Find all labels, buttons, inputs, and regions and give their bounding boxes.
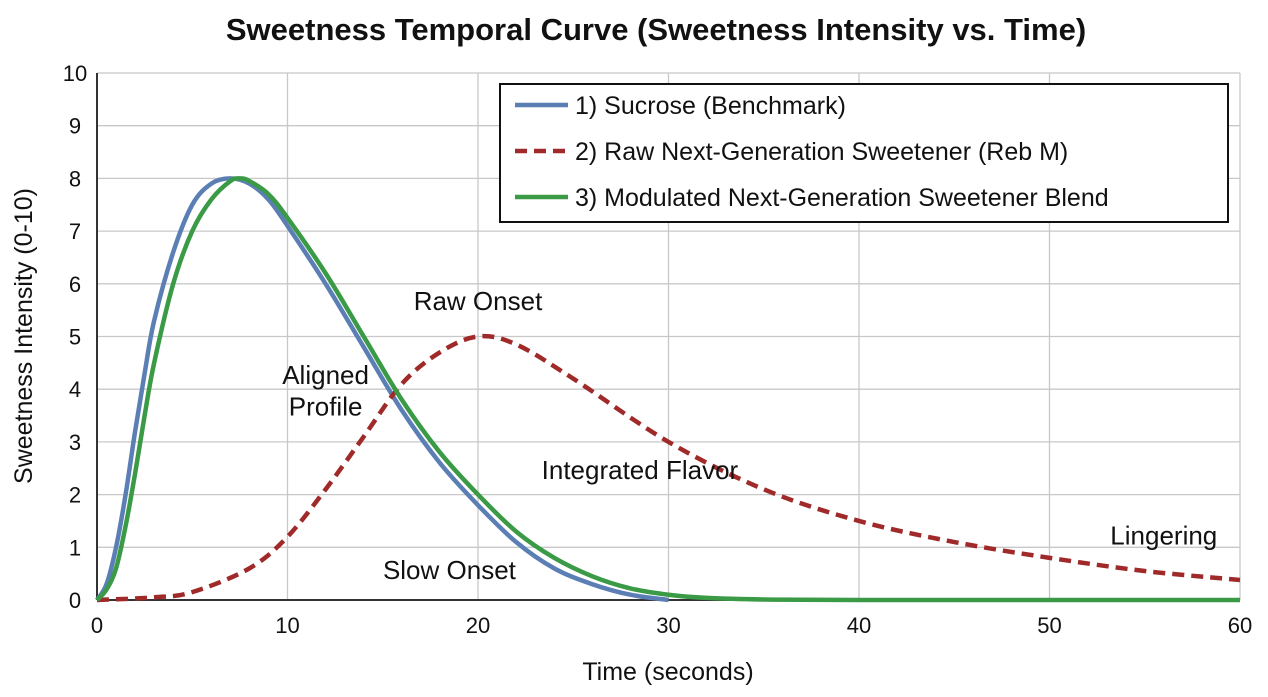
- y-tick-label: 9: [69, 114, 81, 139]
- series-line-3: [95, 176, 1240, 603]
- x-tick-label: 20: [466, 613, 490, 638]
- y-tick-label: 0: [69, 588, 81, 613]
- annotation-label: Integrated Flavor: [542, 455, 739, 485]
- y-tick-label: 10: [63, 61, 87, 86]
- annotation-label: Aligned: [282, 360, 369, 390]
- annotation-label: Profile: [289, 392, 363, 422]
- x-tick-label: 0: [91, 613, 103, 638]
- y-tick-label: 4: [69, 377, 81, 402]
- x-axis-label: Time (seconds): [582, 658, 753, 686]
- series-lines: [95, 176, 1241, 603]
- ticks: 0 1 2 3 4 5 6 7 8 9 10 0 10 20 30 40 50 60: [63, 61, 1252, 638]
- x-tick-label: 30: [656, 613, 680, 638]
- y-tick-label: 3: [69, 430, 81, 455]
- series-line-1: [95, 176, 669, 603]
- y-tick-label: 2: [69, 483, 81, 508]
- legend-label: 1) Sucrose (Benchmark): [575, 92, 846, 120]
- y-tick-label: 8: [69, 166, 81, 191]
- legend: 1) Sucrose (Benchmark) 2) Raw Next-Genera…: [499, 83, 1229, 223]
- x-tick-label: 60: [1228, 613, 1252, 638]
- legend-box: [499, 83, 1229, 223]
- y-tick-label: 5: [69, 325, 81, 350]
- x-tick-label: 10: [275, 613, 299, 638]
- annotation-label: Slow Onset: [383, 555, 517, 585]
- y-axis-label: Sweetness Intensity (0-10): [10, 188, 38, 484]
- x-tick-label: 40: [847, 613, 871, 638]
- legend-label: 2) Raw Next-Generation Sweetener (Reb M): [575, 138, 1068, 166]
- grid: [96, 72, 1241, 601]
- series-line-2: [96, 333, 1241, 603]
- y-tick-label: 1: [69, 535, 81, 560]
- chart-title: Sweetness Temporal Curve (Sweetness Inte…: [226, 12, 1086, 47]
- legend-label: 3) Modulated Next-Generation Sweetener B…: [575, 184, 1109, 212]
- x-tick-label: 50: [1037, 613, 1061, 638]
- annotation-label: Lingering: [1110, 521, 1217, 551]
- annotation-label: Raw Onset: [414, 286, 543, 316]
- y-tick-label: 7: [69, 219, 81, 244]
- y-tick-label: 6: [69, 272, 81, 297]
